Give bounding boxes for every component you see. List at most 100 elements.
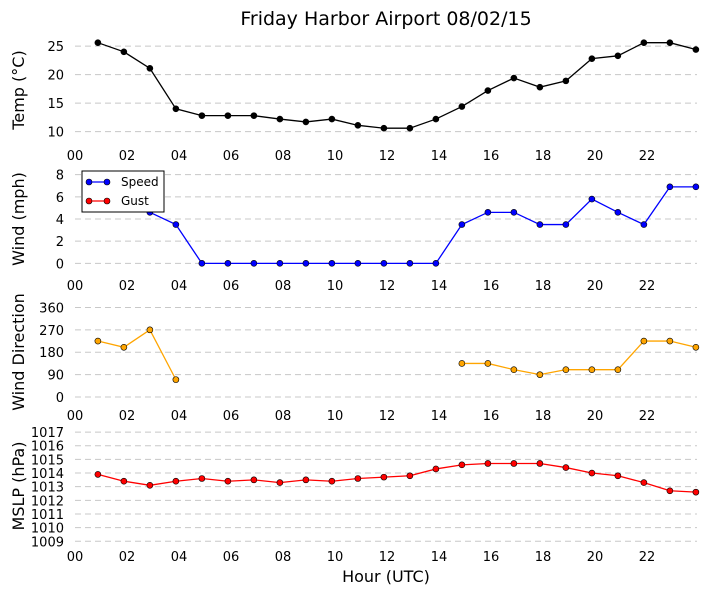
x-tick-label: 00 [67,149,84,164]
y-axis-label: Wind Direction [9,293,28,411]
x-tick-label: 02 [119,550,136,565]
legend-marker [103,178,111,186]
data-point [94,337,102,345]
x-tick-label: 00 [67,279,84,294]
data-point [510,74,518,82]
x-tick-label: 18 [535,550,552,565]
x-tick-label: 10 [327,279,344,294]
data-point [666,337,674,345]
x-tick-label: 02 [119,279,136,294]
x-tick-label: 16 [483,149,500,164]
x-tick-label: 08 [275,279,292,294]
data-point [302,476,310,484]
data-point [536,460,544,467]
y-tick-label: 1015 [31,453,64,468]
data-point [458,221,466,228]
data-point [224,260,232,267]
legend-marker [85,197,93,205]
x-tick-label: 06 [223,550,240,565]
data-point [588,366,596,373]
data-point [250,260,258,267]
x-tick-label: 00 [67,550,84,565]
data-point [94,471,102,478]
data-point [354,475,362,482]
x-tick-label: 10 [327,149,344,164]
data-point [458,103,466,110]
y-tick-label: 0 [56,391,64,406]
data-point [614,52,622,60]
data-point [588,55,596,62]
data-point [172,477,180,485]
x-tick-label: 08 [275,409,292,424]
legend-label: Gust [121,194,149,208]
data-point [484,460,492,467]
x-tick-label: 10 [327,409,344,424]
y-tick-label: 25 [47,40,64,55]
x-tick-label: 04 [171,409,188,424]
data-point [120,343,128,351]
y-tick-label: 360 [39,301,64,316]
x-tick-label: 12 [379,409,396,424]
data-point [146,326,154,334]
y-tick-label: 15 [47,97,64,112]
series-line [461,340,697,376]
legend-marker [85,178,93,186]
x-tick-label: 18 [535,149,552,164]
data-point [484,87,492,94]
data-point [328,115,336,123]
y-tick-label: 1010 [31,522,64,537]
data-point [198,260,206,267]
y-tick-label: 1013 [31,481,64,496]
data-point [406,472,414,480]
data-point [562,221,570,228]
data-point [666,183,674,191]
data-point [640,479,648,486]
y-tick-label: 90 [47,369,64,384]
data-point [666,487,674,495]
x-tick-label: 06 [223,279,240,294]
data-point [588,195,596,203]
x-axis-label: Hour (UTC) [342,567,430,586]
data-point [354,260,362,267]
x-tick-label: 14 [431,409,448,424]
data-point [614,472,622,480]
x-tick-label: 12 [379,149,396,164]
data-point [484,360,492,367]
x-tick-label: 00 [67,409,84,424]
data-point [692,488,700,496]
y-tick-label: 1012 [31,494,64,509]
data-point [640,221,648,228]
data-point [614,209,622,216]
data-point [120,48,128,56]
y-tick-label: 1011 [31,508,64,523]
x-tick-label: 22 [639,279,656,294]
data-point [146,482,154,489]
y-tick-label: 10 [47,126,64,141]
y-tick-label: 1017 [31,426,64,441]
y-tick-label: 1014 [31,467,64,482]
x-tick-label: 18 [535,409,552,424]
y-tick-label: 1016 [31,440,64,455]
data-point [198,475,206,482]
y-tick-label: 20 [47,69,64,84]
x-tick-label: 18 [535,279,552,294]
data-point [328,260,336,267]
data-point [302,118,310,126]
data-point [380,260,388,267]
legend-marker [103,197,111,205]
data-point [276,479,284,486]
data-point [692,343,700,351]
x-tick-label: 20 [587,279,604,294]
y-tick-label: 180 [39,346,64,361]
data-point [692,46,700,53]
data-point [484,209,492,216]
x-tick-label: 20 [587,550,604,565]
series-line [97,42,697,129]
data-point [224,477,232,485]
x-tick-label: 02 [119,409,136,424]
x-tick-label: 12 [379,279,396,294]
data-point [250,112,258,119]
x-tick-label: 22 [639,409,656,424]
x-tick-label: 04 [171,279,188,294]
x-tick-label: 04 [171,550,188,565]
